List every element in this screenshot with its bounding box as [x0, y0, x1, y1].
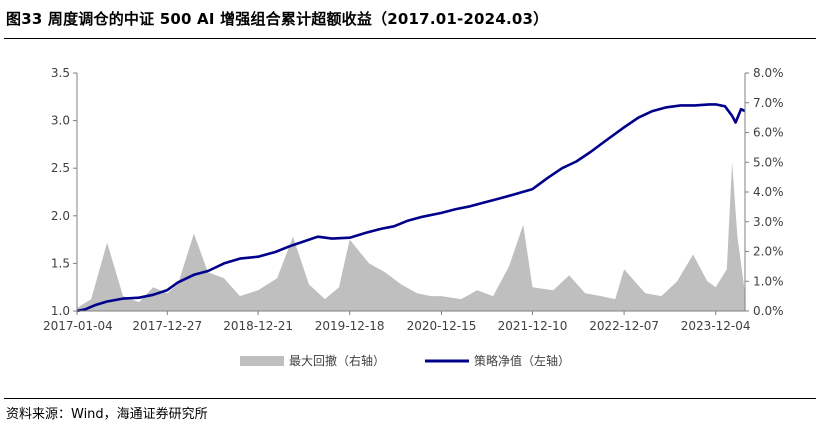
- cumulative-excess-return-chart: 1.0 1.5 2.0 2.5 3.0 3.5 0.0% 1.0% 2.0% 3.0% 4.0% 5.…: [43, 66, 784, 368]
- x-tick-label: 2018-12-21: [223, 319, 293, 333]
- legend-swatch-drawdown: [240, 356, 284, 366]
- left-tick-label: 2.0: [51, 209, 70, 223]
- right-tick-label: 0.0%: [753, 304, 784, 318]
- left-tick-label: 2.5: [51, 161, 70, 175]
- left-tick-label: 1.0: [51, 304, 70, 318]
- right-tick-label: 3.0%: [753, 215, 784, 229]
- title-rule: [4, 38, 816, 39]
- right-tick-label: 8.0%: [753, 66, 784, 80]
- left-tick-label: 3.5: [51, 66, 70, 80]
- x-tick-label: 2017-12-27: [132, 319, 202, 333]
- drawdown-area: [77, 162, 745, 311]
- right-tick-label: 7.0%: [753, 96, 784, 110]
- x-tick-label: 2019-12-18: [315, 319, 385, 333]
- x-tick-label: 2021-12-10: [498, 319, 568, 333]
- legend-label-nav: 策略净值（左轴）: [474, 353, 570, 368]
- x-tick-label: 2022-12-07: [589, 319, 659, 333]
- source-note: 资料来源：Wind，海通证券研究所: [6, 407, 208, 422]
- right-tick-label: 1.0%: [753, 274, 784, 288]
- right-tick-label: 4.0%: [753, 185, 784, 199]
- x-tick-label: 2017-01-04: [43, 319, 113, 333]
- right-tick-label: 2.0%: [753, 245, 784, 259]
- right-tick-label: 5.0%: [753, 155, 784, 169]
- x-tick-label: 2020-12-15: [407, 319, 477, 333]
- left-tick-label: 1.5: [51, 256, 70, 270]
- footer-rule: [4, 398, 816, 399]
- right-tick-label: 6.0%: [753, 126, 784, 140]
- figure-title: 图33 周度调仓的中证 500 AI 增强组合累计超额收益（2017.01-20…: [6, 10, 549, 28]
- x-tick-label: 2023-12-04: [681, 319, 751, 333]
- legend-label-drawdown: 最大回撤（右轴）: [289, 353, 385, 368]
- strategy-nav-line: [76, 103, 746, 313]
- left-tick-label: 3.0: [51, 114, 70, 128]
